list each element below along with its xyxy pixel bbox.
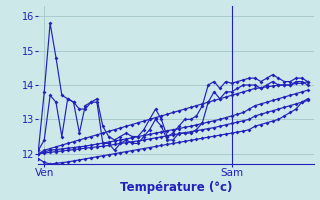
X-axis label: Température (°c): Température (°c)	[120, 181, 232, 194]
